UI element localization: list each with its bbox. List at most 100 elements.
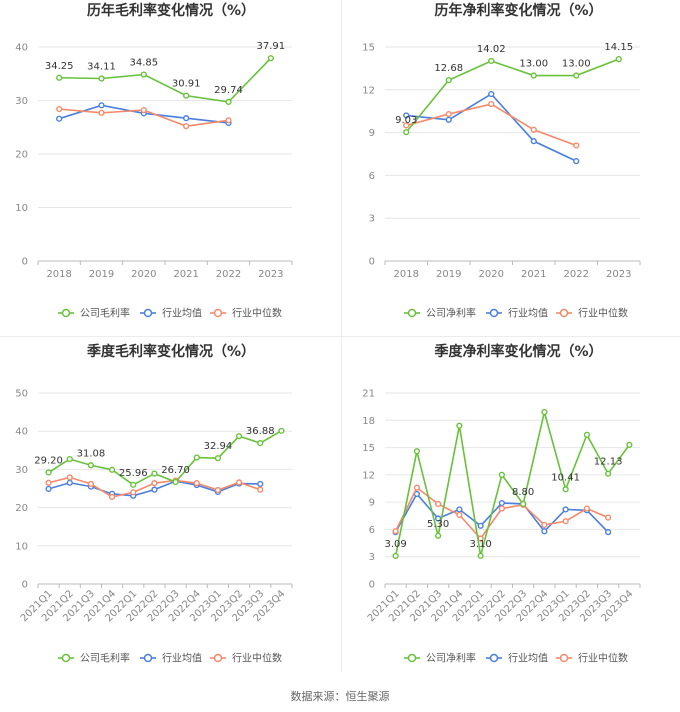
median-point (541, 521, 548, 528)
legend-item: 公司净利率 (404, 652, 476, 665)
data-label: 37.91 (257, 41, 286, 52)
company-point (456, 422, 463, 429)
legend: 公司毛利率 行业均值 行业中位数 (58, 307, 282, 320)
y-tick-label: 0 (22, 257, 28, 268)
company-point (257, 440, 264, 447)
company-point (413, 448, 420, 455)
x-tick-label: 2020 (479, 269, 504, 280)
legend-item: 公司毛利率 (58, 307, 130, 320)
median-point (573, 142, 580, 149)
y-tick-label: 9 (369, 128, 375, 139)
legend-marker (61, 653, 71, 663)
data-label: 9.03 (395, 115, 417, 126)
median-point (488, 100, 495, 108)
median-point (498, 505, 505, 512)
company-point (392, 552, 399, 559)
y-tick-label: 12 (362, 85, 375, 96)
median-point (130, 489, 137, 496)
data-label: 26.70 (161, 465, 190, 476)
data-label: 31.08 (77, 448, 106, 459)
avg-point (498, 499, 505, 507)
x-tick-label: 2018 (46, 269, 71, 280)
legend-item: 行业中位数 (556, 307, 628, 320)
median-point (583, 505, 590, 512)
data-label: 13.00 (562, 59, 591, 70)
legend-item: 行业均值 (140, 307, 202, 320)
company-point (172, 478, 179, 486)
data-label: 34.11 (87, 62, 116, 73)
company-point (530, 72, 537, 79)
avg-point (151, 486, 158, 493)
data-label: 3.09 (384, 539, 406, 550)
legend-label: 行业均值 (162, 652, 202, 665)
company-point (108, 466, 116, 473)
legend: 公司净利率 行业均值 行业中位数 (404, 307, 628, 320)
legend-item: 行业中位数 (210, 652, 282, 665)
y-tick-label: 40 (15, 43, 28, 54)
legend: 公司净利率 行业均值 行业中位数 (404, 652, 628, 665)
data-label: 3.10 (469, 539, 491, 550)
legend-item: 行业均值 (486, 652, 548, 665)
median-point (225, 117, 232, 124)
median-point (605, 514, 612, 521)
company-series-line (59, 57, 272, 103)
median-point (456, 511, 463, 518)
median-point (214, 486, 222, 494)
data-label: 25.96 (119, 468, 148, 479)
quarterly-gross-chart: 季度毛利率变化情况（%）010203040502021Q12021Q22021Q… (15, 343, 293, 665)
company-point (56, 74, 63, 81)
legend-item: 行业均值 (486, 307, 548, 320)
median-point (445, 110, 452, 118)
y-tick-label: 15 (362, 43, 375, 54)
x-tick-label: 2018 (394, 269, 419, 280)
legend-label: 公司净利率 (426, 652, 476, 665)
y-tick-label: 12 (362, 470, 375, 481)
company-point (66, 455, 73, 463)
data-label: 30.91 (172, 79, 201, 90)
company-point (445, 76, 452, 84)
legend-item: 行业中位数 (210, 307, 282, 320)
legend-marker (489, 308, 499, 318)
legend-item: 行业中位数 (556, 652, 628, 665)
legend-label: 行业均值 (508, 652, 548, 665)
company-point (183, 92, 190, 99)
avg-point (477, 522, 484, 529)
company-point (87, 462, 95, 469)
median-point (45, 479, 52, 486)
y-tick-label: 6 (369, 171, 375, 182)
chart-title: 历年净利率变化情况（%） (434, 2, 602, 19)
y-tick-label: 3 (369, 214, 375, 225)
avg-point (403, 112, 410, 119)
legend-marker (61, 308, 71, 318)
data-label: 12.68 (434, 63, 463, 74)
company-point (45, 469, 52, 476)
data-label: 10.41 (551, 472, 580, 483)
data-label: 14.15 (604, 42, 633, 53)
x-tick-label: 2023 (258, 269, 283, 280)
company-point (498, 471, 505, 478)
company-point (193, 454, 200, 461)
company-point (477, 552, 484, 559)
data-label: 8.80 (512, 487, 534, 498)
company-series-line (48, 430, 282, 486)
median-point (562, 518, 569, 525)
legend-item: 公司毛利率 (58, 652, 130, 665)
y-tick-label: 20 (15, 503, 28, 514)
company-point (267, 55, 274, 62)
y-tick-label: 15 (362, 443, 375, 454)
avg-point (541, 528, 548, 535)
y-tick-label: 0 (369, 580, 375, 591)
company-point (278, 427, 285, 434)
avg-point (445, 116, 452, 123)
y-tick-label: 6 (369, 525, 375, 536)
legend-marker (407, 308, 417, 318)
legend-marker (489, 653, 499, 663)
y-tick-label: 10 (15, 541, 28, 552)
legend-label: 行业中位数 (232, 307, 282, 320)
avg-point (257, 480, 264, 488)
y-tick-label: 50 (15, 389, 28, 400)
legend-label: 行业中位数 (232, 652, 282, 665)
median-point (183, 123, 190, 130)
